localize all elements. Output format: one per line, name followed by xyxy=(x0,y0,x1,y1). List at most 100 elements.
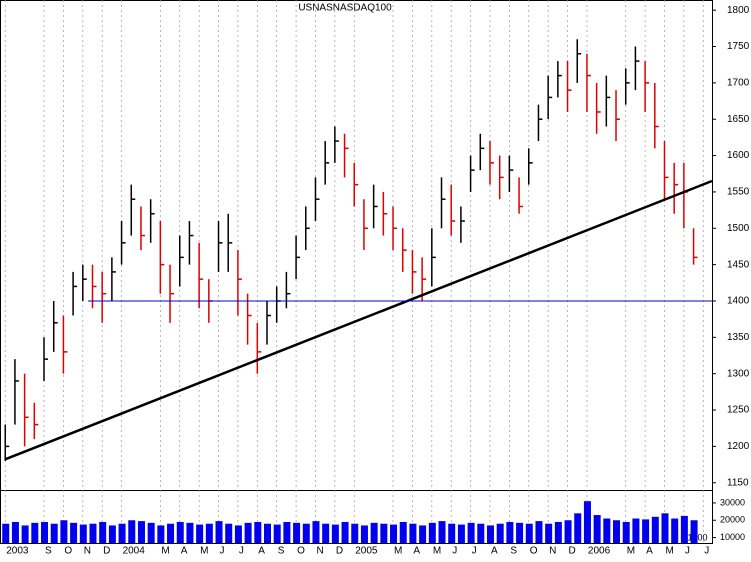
x-tick-label: M xyxy=(627,546,635,557)
volume-bar xyxy=(31,522,39,543)
volume-bar xyxy=(234,525,242,543)
volume-bar xyxy=(613,520,621,543)
x-tick-label: J xyxy=(220,546,225,557)
volume-bar xyxy=(642,519,650,543)
x-tick-label: 2005 xyxy=(355,546,378,557)
volume-bar xyxy=(50,523,58,543)
x-tick-label: J xyxy=(704,546,709,557)
volume-bar xyxy=(128,520,136,543)
volume-bar xyxy=(545,523,553,543)
volume-bar xyxy=(176,521,184,543)
x-tick-label: J xyxy=(452,546,457,557)
x-tick-label: M xyxy=(161,546,169,557)
x-tick-label: A xyxy=(258,546,265,557)
x-tick-label: N xyxy=(549,546,556,557)
volume-bar xyxy=(360,525,368,543)
x-tick-label: O xyxy=(297,546,305,557)
volume-bar xyxy=(516,522,524,543)
volume-bar xyxy=(496,523,504,543)
volume-bar xyxy=(167,523,175,543)
volume-bar xyxy=(215,521,223,543)
volume-bar xyxy=(205,523,213,543)
volume-bar xyxy=(380,523,388,543)
volume-bar xyxy=(506,521,514,543)
volume-bar xyxy=(390,524,398,543)
volume-bar xyxy=(486,525,494,543)
volume-bar xyxy=(467,522,475,543)
x-tick-label: O xyxy=(64,546,72,557)
volume-frame xyxy=(0,490,713,544)
y-tick-label: 1750 xyxy=(727,41,750,52)
volume-bar xyxy=(21,525,29,543)
x-tick-label: A xyxy=(646,546,653,557)
volume-bar xyxy=(11,521,19,543)
x-tick-label: S xyxy=(278,546,285,557)
volume-bar xyxy=(137,521,145,543)
volume-bar xyxy=(264,523,271,543)
volume-bar xyxy=(438,521,446,543)
y-tick-label: 1350 xyxy=(727,332,750,343)
y-tick-label: 1250 xyxy=(727,405,750,416)
volume-bar xyxy=(554,521,562,543)
y-tick-label: 1800 xyxy=(727,5,750,16)
volume-bar xyxy=(409,523,417,543)
volume-tick-label: 10000 xyxy=(720,532,745,542)
volume-bar xyxy=(603,518,611,543)
y-tick-label: 1150 xyxy=(727,477,749,488)
price-frame xyxy=(0,0,713,491)
volume-bar xyxy=(651,516,659,543)
volume-bar xyxy=(680,515,688,543)
volume-bar xyxy=(244,522,252,543)
volume-bar xyxy=(583,501,591,543)
volume-bar xyxy=(428,522,436,543)
volume-bar xyxy=(661,513,669,543)
volume-bar xyxy=(574,513,582,543)
y-tick-label: 1300 xyxy=(727,368,750,379)
x-tick-label: A xyxy=(181,546,188,557)
volume-bar xyxy=(593,515,601,543)
x-tick-label: M xyxy=(433,546,441,557)
volume-bar xyxy=(564,520,572,543)
x-tick-label: N xyxy=(316,546,323,557)
volume-bar xyxy=(477,523,485,543)
volume-bar xyxy=(632,518,640,543)
volume-bar xyxy=(525,523,533,543)
x-tick-label: S xyxy=(45,546,52,557)
volume-bar xyxy=(41,521,49,543)
reference-line xyxy=(4,179,713,461)
volume-tick-label: 30000 xyxy=(720,497,745,507)
x-tick-label: D xyxy=(569,546,576,557)
volume-tick-label: 20000 xyxy=(720,515,745,525)
volume-bar xyxy=(225,523,233,543)
x-tick-label: 2003 xyxy=(6,546,29,557)
y-tick-label: 1700 xyxy=(727,78,750,89)
y-tick-label: 1500 xyxy=(727,223,750,234)
volume-bar xyxy=(322,523,330,543)
y-tick-label: 1600 xyxy=(727,150,750,161)
volume-bar xyxy=(351,523,359,543)
volume-bar xyxy=(60,520,68,543)
volume-bar xyxy=(273,524,281,543)
y-tick-label: 1450 xyxy=(727,259,750,270)
x-tick-label: N xyxy=(84,546,91,557)
x-tick-label: 2004 xyxy=(123,546,146,557)
volume-bar xyxy=(312,521,320,543)
volume-bar xyxy=(70,522,78,543)
volume-bar xyxy=(535,521,543,543)
x-tick-label: J xyxy=(472,546,477,557)
x-tick-label: J xyxy=(685,546,690,557)
y-tick-label: 1550 xyxy=(727,187,750,198)
volume-bar xyxy=(79,524,87,543)
chart-title: USNASNASDAQ100 xyxy=(298,3,392,14)
volume-bar xyxy=(293,522,301,543)
volume-bar xyxy=(108,525,116,543)
x-tick-label: 2006 xyxy=(588,546,611,557)
y-tick-label: 1650 xyxy=(727,114,750,125)
volume-bar xyxy=(419,525,427,543)
volume-bar xyxy=(457,524,465,543)
x-tick-label: S xyxy=(510,546,517,557)
volume-bar xyxy=(254,521,262,543)
volume-bar xyxy=(147,522,155,543)
y-tick-label: 1200 xyxy=(727,441,750,452)
